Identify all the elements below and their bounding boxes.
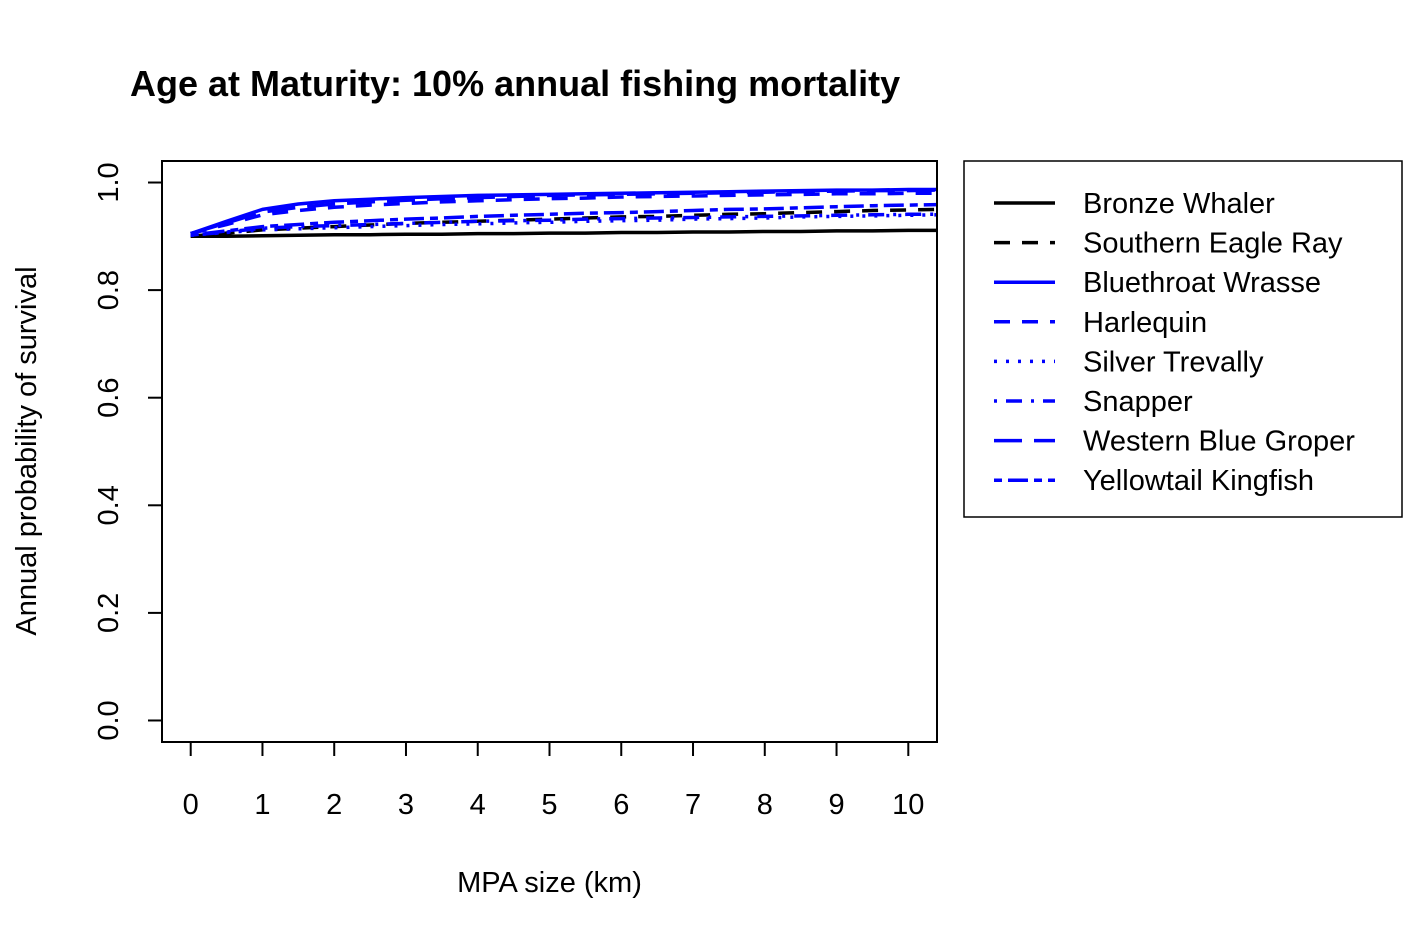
chart-title: Age at Maturity: 10% annual fishing mort… xyxy=(130,63,900,104)
x-tick-label: 1 xyxy=(254,789,270,821)
legend-label-2: Southern Eagle Ray xyxy=(1083,228,1343,260)
x-tick-label: 10 xyxy=(892,789,924,821)
y-tick-label: 0.8 xyxy=(93,270,125,310)
legend-label-4: Harlequin xyxy=(1083,307,1207,339)
x-tick-label: 5 xyxy=(541,789,557,821)
legend-label-5: Silver Trevally xyxy=(1083,346,1264,378)
y-tick-label: 0.4 xyxy=(93,485,125,525)
legend-box xyxy=(963,160,1403,518)
series-line-6 xyxy=(190,212,937,237)
x-axis-label: MPA size (km) xyxy=(457,867,642,899)
series-line-4 xyxy=(190,191,937,236)
series-line-1 xyxy=(190,228,937,239)
y-axis: 0.0 0.2 0.4 0.6 0.8 1.0 xyxy=(93,162,163,741)
legend-label-8: Yellowtail Kingfish xyxy=(1083,465,1314,497)
x-tick-label: 4 xyxy=(470,789,486,821)
legend-label-3: Bluethroat Wrasse xyxy=(1083,267,1321,299)
x-tick-label: 7 xyxy=(685,789,701,821)
legend-label-6: Snapper xyxy=(1083,386,1193,418)
y-tick-label: 0.6 xyxy=(93,378,125,418)
x-tick-label: 6 xyxy=(613,789,629,821)
y-tick-label: 1.0 xyxy=(93,162,125,202)
y-tick-label: 0.0 xyxy=(93,700,125,740)
x-axis: 0 1 2 3 4 5 6 7 8 9 10 xyxy=(183,741,924,821)
x-tick-label: 8 xyxy=(757,789,773,821)
y-tick-label: 0.2 xyxy=(93,593,125,633)
legend-label-7: Western Blue Groper xyxy=(1083,426,1355,458)
x-tick-label: 9 xyxy=(828,789,844,821)
x-tick-label: 2 xyxy=(326,789,342,821)
plot-area xyxy=(190,187,937,239)
x-tick-label: 0 xyxy=(183,789,199,821)
plot-frame xyxy=(161,160,938,743)
x-tick-label: 3 xyxy=(398,789,414,821)
legend-label-1: Bronze Whaler xyxy=(1083,188,1275,220)
legend: Bronze Whaler Southern Eagle Ray Bluethroa… xyxy=(994,188,1355,497)
series-line-7 xyxy=(190,188,937,236)
y-axis-label: Annual probability of survival xyxy=(11,266,43,635)
series-line-8 xyxy=(190,202,937,237)
